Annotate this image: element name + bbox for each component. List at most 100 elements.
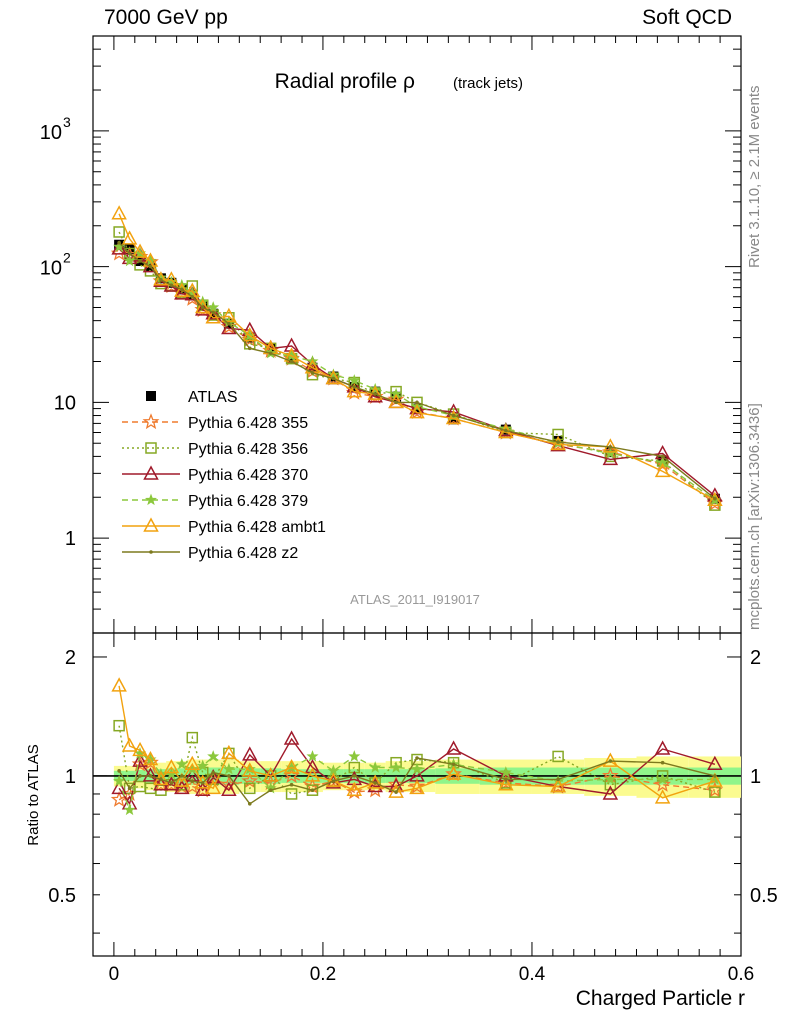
ratio-point-p370 (111, 779, 127, 795)
ratio-point-ambt1 (111, 677, 127, 692)
data-point-ambt1 (346, 383, 363, 398)
data-point-p370 (409, 400, 425, 415)
ratio-point-z2 (713, 774, 717, 778)
ratio-point-ambt1 (121, 737, 138, 752)
legend-marker-p379 (144, 493, 158, 506)
series-z2 (117, 240, 717, 501)
series-line-p370 (118, 248, 716, 497)
ratio-point-p356 (186, 731, 199, 744)
data-point-ambt1 (409, 404, 425, 419)
data-point-ambt1 (132, 243, 148, 258)
x-axis-label: Charged Particle r (576, 987, 745, 1010)
ratio-y-tick-label: 1 (65, 766, 76, 788)
data-point-z2 (159, 277, 163, 282)
ratio-point-z2 (148, 774, 153, 778)
data-point-z2 (200, 305, 205, 310)
ratio-point-z2 (415, 756, 419, 760)
legend-item-p379: Pythia 6.428 379 (122, 493, 308, 510)
y-tick-label: 10 (40, 258, 62, 280)
series-line-z2 (118, 242, 716, 500)
legend-label-p370: Pythia 6.428 370 (188, 467, 308, 484)
series-p379 (113, 240, 721, 506)
data-point-ambt1 (654, 462, 671, 478)
ratio-point-z2 (169, 781, 174, 785)
ratio-line-ambt1 (118, 685, 716, 799)
data-point-z2 (180, 287, 184, 292)
y-tick-label: 10 (40, 122, 62, 144)
ratio-point-z2 (394, 790, 398, 794)
ratio-series-ambt1 (111, 677, 723, 804)
series-ambt1 (111, 205, 723, 507)
ratio-point-p379 (348, 750, 361, 762)
series-line-p355 (119, 252, 716, 505)
ratio-point-z2 (117, 769, 121, 773)
legend-marker-atlas (146, 391, 156, 401)
ratio-point-p355 (445, 765, 462, 782)
ratio-point-z2 (504, 777, 508, 782)
data-point-z2 (190, 294, 195, 299)
data-point-z2 (169, 283, 174, 287)
ratio-point-p356 (113, 719, 125, 732)
data-point-ambt1 (242, 327, 258, 342)
x-tick-label: 0 (109, 964, 120, 985)
ratio-point-p379 (175, 757, 188, 770)
ratio-point-p379 (604, 773, 617, 785)
header-energy-label: 7000 GeV pp (104, 6, 228, 29)
legend-marker-p370 (143, 465, 159, 480)
data-point-z2 (415, 400, 419, 405)
ratio-point-p379 (390, 761, 403, 773)
ratio-point-p370 (242, 746, 258, 761)
y-tick-label-exponent: 3 (63, 114, 71, 130)
main-chart-title: Radial profile ρ (275, 70, 415, 93)
ratio-y-tick-label-right: 1 (750, 766, 761, 788)
legend-marker-ambt1 (143, 517, 159, 532)
legend-label-z2: Pythia 6.428 z2 (188, 545, 298, 562)
ratio-point-p370 (707, 755, 723, 771)
ratio-point-p355 (654, 775, 672, 792)
ratio-y-axis-label: Ratio to ATLAS (25, 744, 42, 845)
data-point-ambt1 (205, 309, 221, 324)
ratio-point-p356 (552, 750, 564, 763)
data-point-z2 (268, 351, 273, 356)
data-point-ambt1 (111, 205, 127, 220)
data-point-ambt1 (550, 435, 566, 451)
ratio-point-z2 (289, 782, 294, 787)
data-point-ambt1 (221, 307, 237, 323)
ratio-point-ambt1 (242, 762, 258, 777)
data-point-z2 (504, 428, 508, 433)
ratio-point-z2 (660, 760, 665, 765)
legend-label-atlas: ATLAS (188, 389, 238, 406)
data-point-p379 (348, 374, 361, 386)
data-point-z2 (117, 240, 121, 245)
ratio-point-ambt1 (654, 789, 671, 804)
data-point-p379 (113, 240, 126, 252)
ratio-point-p355 (110, 790, 128, 807)
ratio-point-ambt1 (205, 779, 221, 795)
ratio-point-ambt1 (262, 767, 279, 782)
ratio-point-ambt1 (498, 776, 514, 791)
data-point-z2 (556, 440, 560, 444)
ratio-point-ambt1 (174, 772, 190, 787)
data-point-p379 (123, 254, 136, 267)
ratio-point-p370 (654, 740, 671, 755)
data-point-ambt1 (174, 282, 190, 297)
legend-item-p370: Pythia 6.428 370 (122, 465, 308, 484)
data-point-ambt1 (707, 491, 723, 507)
data-point-ambt1 (194, 298, 211, 314)
y-tick-label-exponent: 2 (63, 250, 71, 266)
ratio-point-p370 (194, 781, 211, 796)
x-tick-label: 0.4 (519, 964, 546, 985)
ratio-point-p356 (306, 784, 319, 796)
data-point-z2 (608, 445, 613, 449)
legend-item-p355: Pythia 6.428 355 (122, 413, 308, 432)
data-point-z2 (227, 321, 231, 326)
ratio-point-p370 (142, 767, 159, 782)
ratio-point-ambt1 (184, 755, 201, 771)
data-point-ambt1 (445, 409, 462, 425)
x-tick-label: 0.2 (310, 964, 336, 985)
y-tick-label: 1 (65, 528, 76, 550)
ratio-point-p379 (196, 759, 209, 772)
ratio-point-z2 (268, 788, 273, 792)
ratio-point-z2 (138, 774, 142, 778)
legend-item-p356: Pythia 6.428 356 (122, 441, 308, 458)
